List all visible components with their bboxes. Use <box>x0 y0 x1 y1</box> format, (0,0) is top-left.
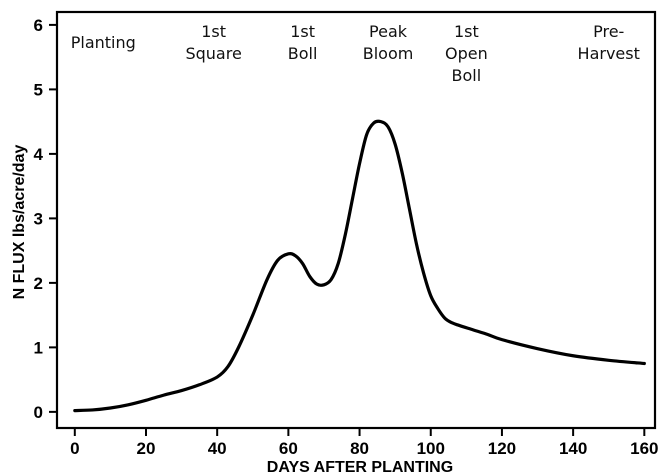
plot-frame <box>55 10 657 430</box>
x-tick-label: 40 <box>208 439 227 458</box>
stage-annotation: 1st Boll <box>288 22 318 63</box>
y-tick-label: 4 <box>34 145 44 164</box>
x-tick-label: 0 <box>70 439 79 458</box>
stage-annotation: 1st Open Boll <box>445 22 488 85</box>
stage-annotation: Pre-Harvest <box>578 22 640 63</box>
x-tick-label: 160 <box>630 439 658 458</box>
stage-annotation: 1st Square <box>185 22 241 63</box>
x-tick-label: 140 <box>559 439 587 458</box>
y-tick-label: 2 <box>34 274 43 293</box>
y-tick-label: 1 <box>34 338 43 357</box>
y-tick-label: 3 <box>34 209 43 228</box>
y-axis-title: N FLUX lbs/acre/day <box>11 145 28 300</box>
x-tick-label: 60 <box>279 439 298 458</box>
stage-annotation: Peak Bloom <box>363 22 414 63</box>
y-tick-label: 5 <box>34 80 43 99</box>
y-tick-label: 6 <box>34 16 43 35</box>
stage-annotation: Planting <box>71 33 136 52</box>
x-tick-label: 120 <box>488 439 516 458</box>
x-tick-label: 80 <box>350 439 369 458</box>
x-tick-label: 20 <box>137 439 156 458</box>
x-axis-title: DAYS AFTER PLANTING <box>267 459 453 475</box>
y-tick-label: 0 <box>34 403 43 422</box>
n-flux-series-line <box>73 119 646 413</box>
x-tick-label: 100 <box>417 439 445 458</box>
